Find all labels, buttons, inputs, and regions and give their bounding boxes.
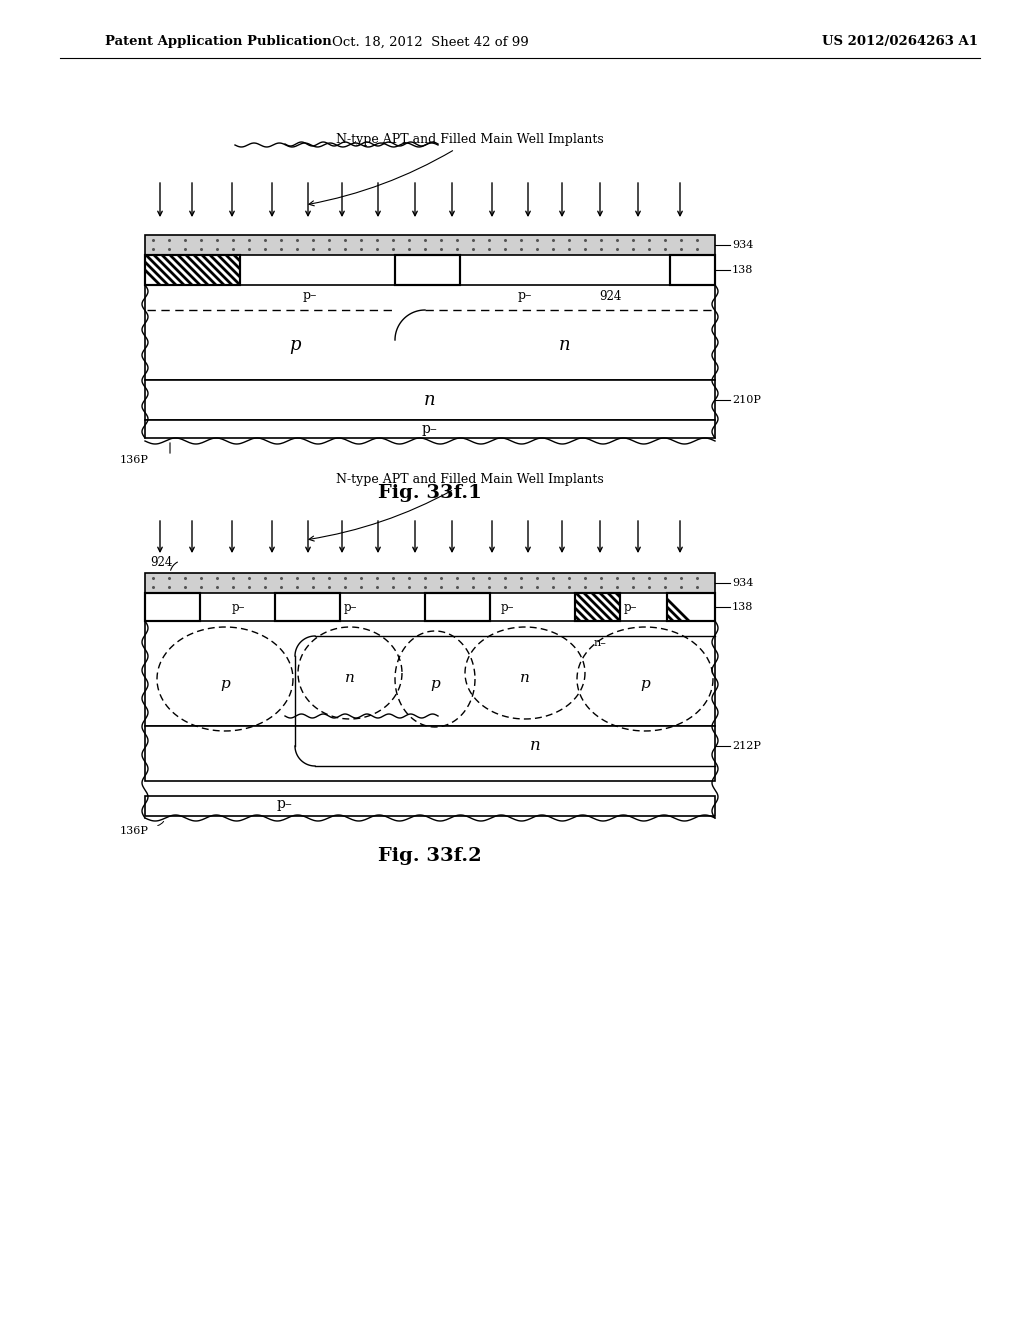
Text: p: p [430,677,440,690]
Bar [395,255,460,285]
Text: Fig. 33f.1: Fig. 33f.1 [378,484,482,502]
Bar [275,593,340,620]
Text: n–: n– [594,638,606,648]
Text: p–: p– [422,422,438,436]
Bar [425,593,490,620]
Bar [145,285,715,380]
Text: p–: p– [278,797,293,810]
Bar [145,796,715,816]
Text: Oct. 18, 2012  Sheet 42 of 99: Oct. 18, 2012 Sheet 42 of 99 [332,36,528,49]
Text: p: p [220,677,229,690]
Text: p: p [640,677,650,690]
Bar [145,380,715,420]
Text: US 2012/0264263 A1: US 2012/0264263 A1 [822,36,978,49]
Text: 138: 138 [732,265,754,275]
Text: Patent Application Publication: Patent Application Publication [105,36,332,49]
Bar [145,255,240,285]
Bar [575,593,620,620]
Bar [145,235,715,255]
Bar [145,420,715,438]
Text: p–: p– [518,289,532,302]
Bar [145,255,240,285]
Text: 136P: 136P [120,826,148,836]
Text: p: p [289,337,301,354]
Text: n: n [559,337,570,354]
Bar [670,255,715,285]
Bar [275,593,340,620]
Text: p–: p– [343,601,356,614]
Text: p–: p– [303,289,317,302]
Text: 934: 934 [732,578,754,587]
Bar [575,593,620,620]
Bar [667,593,715,620]
Text: 924: 924 [599,289,622,302]
Bar [145,620,715,726]
Bar [425,593,490,620]
Text: n: n [345,671,355,685]
Text: 934: 934 [732,240,754,249]
Text: p–: p– [231,601,245,614]
Text: 138: 138 [732,602,754,612]
Bar [145,726,715,781]
Text: n: n [424,391,436,409]
Bar [395,255,460,285]
Text: 212P: 212P [732,741,761,751]
Text: n: n [529,738,541,755]
Bar [670,255,715,285]
Text: Fig. 33f.2: Fig. 33f.2 [378,847,482,865]
Text: 210P: 210P [732,395,761,405]
Text: N-type APT and Filled Main Well Implants: N-type APT and Filled Main Well Implants [309,474,604,541]
Bar [145,593,200,620]
Text: p–: p– [624,601,637,614]
Bar [145,593,200,620]
Text: N-type APT and Filled Main Well Implants: N-type APT and Filled Main Well Implants [309,133,604,206]
Text: 136P: 136P [120,455,148,465]
Text: p–: p– [501,601,514,614]
Text: n: n [520,671,530,685]
Bar [145,573,715,593]
Bar [667,593,715,620]
Text: 924: 924 [150,557,172,569]
